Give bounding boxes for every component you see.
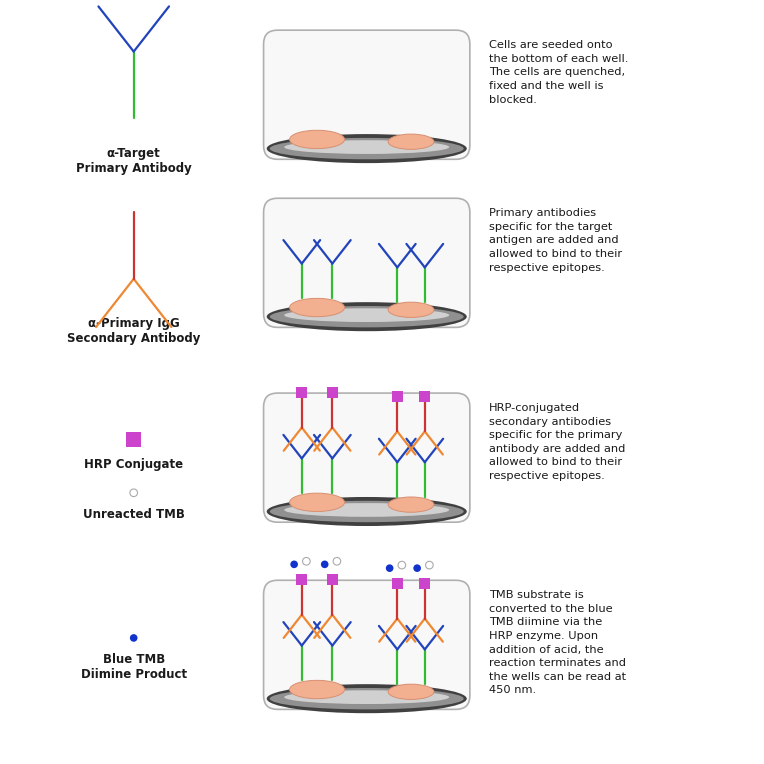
- Ellipse shape: [321, 561, 329, 568]
- Ellipse shape: [333, 558, 341, 565]
- Ellipse shape: [386, 565, 393, 572]
- Ellipse shape: [270, 306, 464, 327]
- Text: HRP Conjugate: HRP Conjugate: [84, 458, 183, 471]
- Text: α-Primary IgG
Secondary Antibody: α-Primary IgG Secondary Antibody: [67, 317, 200, 345]
- Ellipse shape: [426, 562, 433, 569]
- Text: Blue TMB
Diimine Product: Blue TMB Diimine Product: [81, 653, 186, 681]
- Ellipse shape: [130, 489, 138, 497]
- Text: Cells are seeded onto
the bottom of each well.
The cells are quenched,
fixed and: Cells are seeded onto the bottom of each…: [489, 40, 628, 105]
- Text: HRP-conjugated
secondary antibodies
specific for the primary
antibody are added : HRP-conjugated secondary antibodies spec…: [489, 403, 626, 481]
- Ellipse shape: [388, 685, 434, 700]
- Ellipse shape: [290, 299, 345, 317]
- Bar: [392, 391, 403, 402]
- Bar: [327, 387, 338, 398]
- Ellipse shape: [270, 138, 464, 160]
- FancyBboxPatch shape: [264, 31, 470, 160]
- Ellipse shape: [290, 561, 298, 568]
- Bar: [419, 391, 430, 402]
- Ellipse shape: [398, 562, 406, 569]
- Ellipse shape: [267, 134, 467, 163]
- FancyBboxPatch shape: [264, 581, 470, 709]
- Bar: [126, 432, 141, 447]
- Bar: [296, 387, 307, 398]
- Ellipse shape: [267, 302, 467, 332]
- Text: α-Target
Primary Antibody: α-Target Primary Antibody: [76, 147, 192, 176]
- Ellipse shape: [284, 141, 449, 154]
- Ellipse shape: [290, 494, 345, 512]
- Ellipse shape: [130, 634, 138, 642]
- Ellipse shape: [270, 688, 464, 709]
- Text: Unreacted TMB: Unreacted TMB: [83, 508, 185, 521]
- Ellipse shape: [284, 691, 449, 704]
- Ellipse shape: [267, 497, 467, 526]
- Ellipse shape: [303, 558, 310, 565]
- Text: Primary antibodies
specific for the target
antigen are added and
allowed to bind: Primary antibodies specific for the targ…: [489, 209, 622, 273]
- Ellipse shape: [290, 130, 345, 148]
- Ellipse shape: [270, 501, 464, 523]
- FancyBboxPatch shape: [264, 393, 470, 523]
- Bar: [392, 578, 403, 589]
- Bar: [296, 575, 307, 585]
- FancyBboxPatch shape: [264, 198, 470, 328]
- Ellipse shape: [267, 685, 467, 714]
- Ellipse shape: [290, 681, 345, 698]
- Ellipse shape: [284, 503, 449, 517]
- Ellipse shape: [284, 309, 449, 322]
- Bar: [419, 578, 430, 589]
- Text: TMB substrate is
converted to the blue
TMB diimine via the
HRP enzyme. Upon
addi: TMB substrate is converted to the blue T…: [489, 591, 626, 695]
- Bar: [327, 575, 338, 585]
- Ellipse shape: [388, 497, 434, 512]
- Ellipse shape: [388, 302, 434, 318]
- Ellipse shape: [413, 565, 421, 572]
- Ellipse shape: [388, 134, 434, 150]
